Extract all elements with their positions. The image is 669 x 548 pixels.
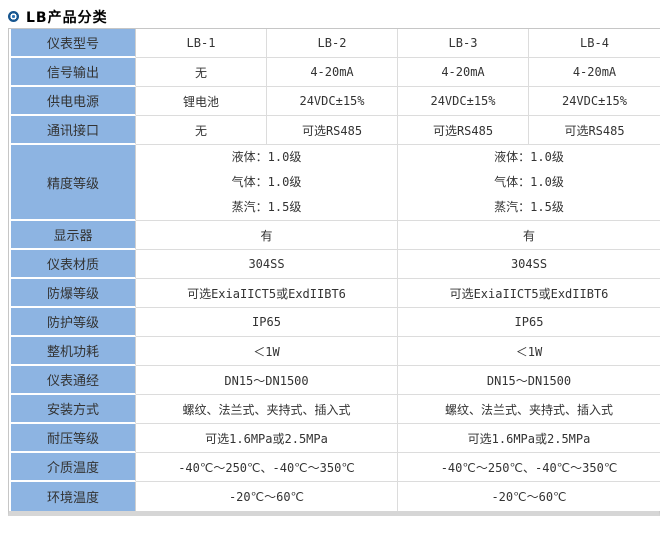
spec-value-cell: 液体：1.0级 气体：1.0级 蒸汽：1.5级 [398,145,660,221]
spec-value-cell: -20℃～60℃ [136,482,398,511]
spec-label-cell: 安装方式 [9,395,136,424]
spec-value-cell: IP65 [136,308,398,337]
spec-value-cell: 无 [136,116,267,145]
spec-value-cell: 4-20mA [267,58,398,87]
accuracy-line: 气体：1.0级 [231,175,302,189]
product-spec-table: 仪表型号 LB-1 LB-2 LB-3 LB-4 信号输出 无 4-20mA 4… [9,29,660,511]
spec-value-cell: -40℃～250℃、-40℃～350℃ [136,453,398,482]
accuracy-line: 蒸汽：1.5级 [231,200,302,214]
spec-value-cell: 螺纹、法兰式、夹持式、插入式 [136,395,398,424]
table-row: 防护等级 IP65 IP65 [9,308,660,337]
accuracy-line: 液体：1.0级 [231,150,302,164]
spec-value-cell: 可选RS485 [529,116,660,145]
spec-table-frame: 仪表型号 LB-1 LB-2 LB-3 LB-4 信号输出 无 4-20mA 4… [8,28,660,516]
spec-value-cell: 24VDC±15% [267,87,398,116]
spec-value-cell: 24VDC±15% [529,87,660,116]
spec-value-cell: LB-4 [529,29,660,58]
table-row: 安装方式 螺纹、法兰式、夹持式、插入式 螺纹、法兰式、夹持式、插入式 [9,395,660,424]
spec-label-cell: 介质温度 [9,453,136,482]
spec-label-cell: 精度等级 [9,145,136,221]
spec-value-cell: 有 [398,221,660,250]
table-row: 整机功耗 ＜1W ＜1W [9,337,660,366]
spec-value-cell: -20℃～60℃ [398,482,660,511]
spec-value-cell: LB-2 [267,29,398,58]
spec-label-cell: 仪表型号 [9,29,136,58]
spec-value-cell: 可选1.6MPa或2.5MPa [136,424,398,453]
spec-value-cell: 4-20mA [529,58,660,87]
table-row: 精度等级 液体：1.0级 气体：1.0级 蒸汽：1.5级 液体：1.0级 气体：… [9,145,660,221]
table-row: 仪表通经 DN15～DN1500 DN15～DN1500 [9,366,660,395]
table-row: 仪表材质 304SS 304SS [9,250,660,279]
spec-value-cell: 锂电池 [136,87,267,116]
accuracy-line: 液体：1.0级 [494,150,564,164]
bullet-circle-icon [8,11,19,22]
spec-value-cell: LB-3 [398,29,529,58]
spec-value-cell: 24VDC±15% [398,87,529,116]
spec-value-cell: 无 [136,58,267,87]
section-title-bar: LB产品分类 [8,6,660,27]
table-row: 环境温度 -20℃～60℃ -20℃～60℃ [9,482,660,511]
spec-value-cell: DN15～DN1500 [136,366,398,395]
spec-label-cell: 耐压等级 [9,424,136,453]
page-title: LB产品分类 [26,9,108,26]
spec-label-cell: 通讯接口 [9,116,136,145]
spec-value-cell: 可选1.6MPa或2.5MPa [398,424,660,453]
spec-label-cell: 防爆等级 [9,279,136,308]
spec-label-cell: 显示器 [9,221,136,250]
table-row: 防爆等级 可选ExiaIICT5或ExdIIBT6 可选ExiaIICT5或Ex… [9,279,660,308]
accuracy-line: 蒸汽：1.5级 [494,200,564,214]
spec-value-cell: DN15～DN1500 [398,366,660,395]
spec-label-cell: 信号输出 [9,58,136,87]
spec-value-cell: ＜1W [136,337,398,366]
spec-value-cell: 有 [136,221,398,250]
spec-value-cell: 可选RS485 [267,116,398,145]
spec-label-cell: 防护等级 [9,308,136,337]
spec-value-cell: 304SS [136,250,398,279]
spec-label-cell: 供电电源 [9,87,136,116]
table-row: 供电电源 锂电池 24VDC±15% 24VDC±15% 24VDC±15% [9,87,660,116]
table-row: 耐压等级 可选1.6MPa或2.5MPa 可选1.6MPa或2.5MPa [9,424,660,453]
spec-value-cell: 螺纹、法兰式、夹持式、插入式 [398,395,660,424]
spec-value-cell: 304SS [398,250,660,279]
spec-label-cell: 仪表通经 [9,366,136,395]
spec-value-cell: -40℃～250℃、-40℃～350℃ [398,453,660,482]
spec-label-cell: 仪表材质 [9,250,136,279]
table-row: 介质温度 -40℃～250℃、-40℃～350℃ -40℃～250℃、-40℃～… [9,453,660,482]
table-row: 信号输出 无 4-20mA 4-20mA 4-20mA [9,58,660,87]
table-row: 显示器 有 有 [9,221,660,250]
accuracy-line: 气体：1.0级 [494,175,564,189]
table-row: 通讯接口 无 可选RS485 可选RS485 可选RS485 [9,116,660,145]
table-row: 仪表型号 LB-1 LB-2 LB-3 LB-4 [9,29,660,58]
spec-value-cell: ＜1W [398,337,660,366]
spec-value-cell: 液体：1.0级 气体：1.0级 蒸汽：1.5级 [136,145,398,221]
spec-label-cell: 整机功耗 [9,337,136,366]
spec-value-cell: 可选ExiaIICT5或ExdIIBT6 [398,279,660,308]
spec-value-cell: 4-20mA [398,58,529,87]
spec-value-cell: LB-1 [136,29,267,58]
spec-value-cell: IP65 [398,308,660,337]
spec-value-cell: 可选RS485 [398,116,529,145]
spec-value-cell: 可选ExiaIICT5或ExdIIBT6 [136,279,398,308]
spec-label-cell: 环境温度 [9,482,136,511]
